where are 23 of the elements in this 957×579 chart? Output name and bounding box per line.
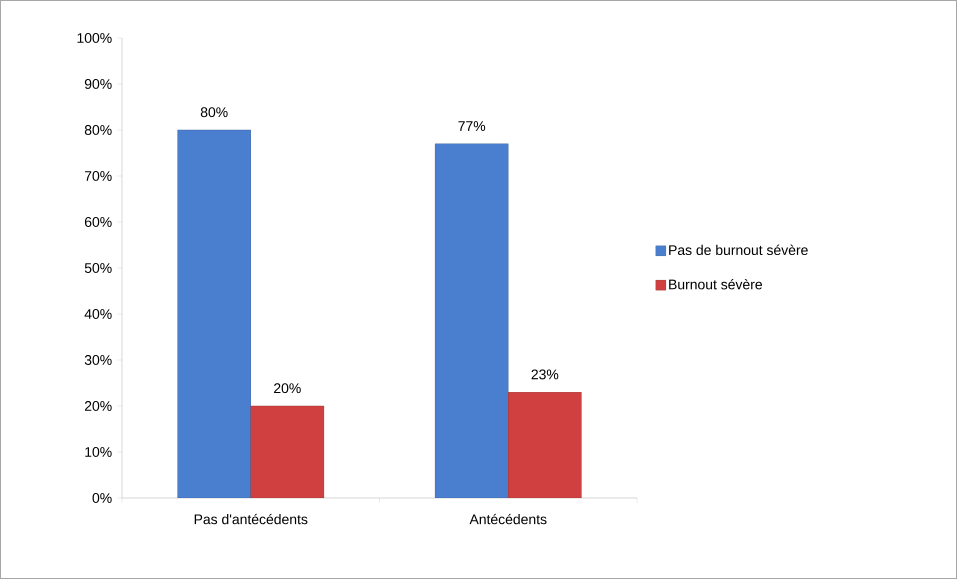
data-label: 20%: [274, 383, 301, 394]
y-tick-label: 40%: [84, 309, 112, 319]
bar: [250, 406, 324, 498]
y-tick-label: 60%: [84, 217, 112, 227]
legend-label: Pas de burnout sévère: [669, 244, 808, 256]
y-tick-label: 90%: [84, 79, 112, 89]
x-tick-label: Pas d'antécédents: [194, 514, 308, 524]
y-tick-label: 80%: [84, 125, 112, 135]
y-tick-label: 10%: [85, 447, 112, 457]
legend-label: Burnout sévère: [669, 278, 762, 290]
data-label: 23%: [532, 369, 558, 380]
y-tick-label: 70%: [84, 171, 112, 181]
data-label: 77%: [458, 121, 486, 131]
y-tick-label: 100%: [78, 33, 112, 43]
y-tick-label: 20%: [84, 401, 112, 411]
bar: [508, 392, 582, 498]
y-tick-label: 30%: [84, 355, 112, 365]
y-tick-label: 0%: [92, 493, 112, 503]
bar: [177, 130, 251, 498]
bar: [434, 144, 508, 498]
x-tick-label: Antécédents: [470, 514, 547, 524]
y-tick-label: 50%: [84, 263, 112, 273]
data-label: 80%: [200, 107, 228, 118]
